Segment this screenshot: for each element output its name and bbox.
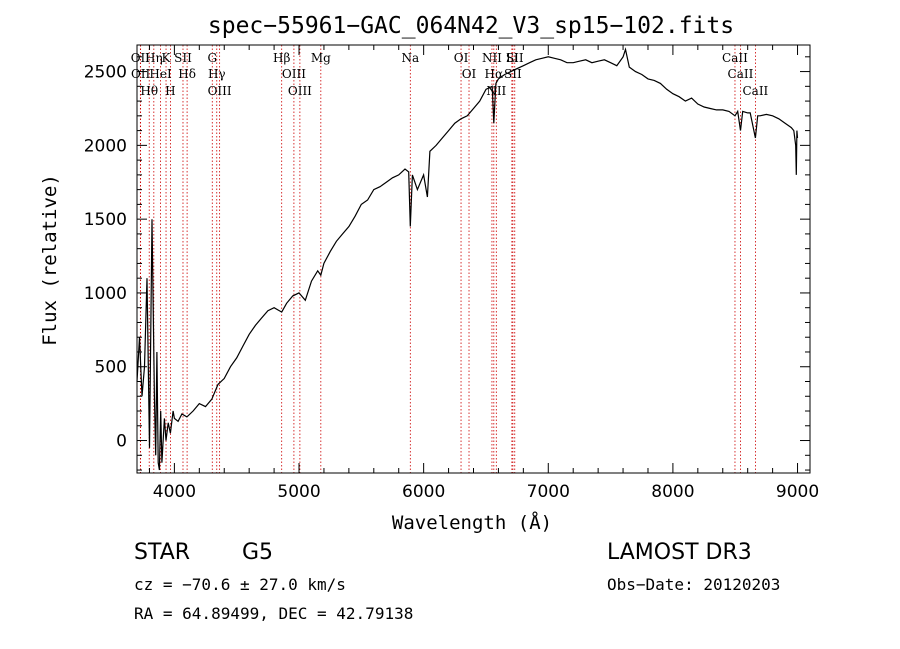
- line-label: OIII: [208, 84, 232, 98]
- line-label: SII: [174, 51, 192, 65]
- line-label: CaII: [728, 67, 754, 81]
- line-label: Hα: [485, 67, 504, 81]
- line-label: Hη: [145, 51, 163, 65]
- line-label: Na: [401, 51, 419, 65]
- line-label: OIII: [288, 84, 312, 98]
- plot-frame: [136, 44, 811, 474]
- line-label: OII: [131, 67, 151, 81]
- emission-lines: [139, 45, 756, 473]
- chart-title: spec−55961−GAC_064N42_V3_sp15−102.fits: [208, 13, 734, 39]
- survey-name: LAMOST DR3: [607, 540, 752, 565]
- line-label: OI: [454, 51, 469, 65]
- line-label: OI: [462, 67, 477, 81]
- y-tick-label: 1000: [84, 284, 127, 304]
- line-label: CaII: [722, 51, 748, 65]
- y-tick-label: 2500: [84, 63, 127, 83]
- x-tick-label: 6000: [402, 482, 445, 502]
- y-tick-label: 500: [95, 358, 127, 378]
- y-tick-label: 2000: [84, 136, 127, 156]
- x-tick-label: 4000: [153, 482, 196, 502]
- coordinates: RA = 64.89499, DEC = 42.79138: [134, 604, 414, 623]
- x-tick-label: 8000: [651, 482, 694, 502]
- line-label: K: [162, 51, 172, 65]
- line-label: SII: [506, 51, 524, 65]
- observation-date: Obs−Date: 20120203: [607, 575, 781, 594]
- x-tick-label: 5000: [277, 482, 320, 502]
- x-tick-label: 7000: [527, 482, 570, 502]
- redshift-cz: cz = −70.6 ± 27.0 km/s: [134, 575, 346, 594]
- line-label: Hδ: [178, 67, 196, 81]
- spectral-subclass: G5: [242, 540, 274, 565]
- line-label: Mg: [311, 51, 331, 65]
- y-axis-label: Flux (relative): [39, 174, 61, 346]
- y-tick-label: 1500: [84, 210, 127, 230]
- axis-ticks: 4000 5000 6000 7000 8000 9000 0 500 1000 1500 2000…: [84, 45, 819, 502]
- line-label: NII: [482, 51, 502, 65]
- line-label: Hβ: [273, 51, 290, 65]
- x-tick-label: 9000: [776, 482, 819, 502]
- line-labels: OII OII Hθ Hη HeI K H SII Hδ G Hγ OIII Hβ OIII OIII Mg N…: [131, 51, 769, 98]
- line-label: Li: [506, 51, 518, 65]
- line-label: OII: [131, 51, 151, 65]
- line-label: OIII: [282, 67, 306, 81]
- line-label: Hγ: [208, 67, 226, 81]
- line-label: CaII: [742, 84, 768, 98]
- line-label: SII: [504, 67, 522, 81]
- y-tick-label: 0: [116, 432, 127, 452]
- line-label: HeI: [149, 67, 172, 81]
- spectrum-series-line: [136, 47, 799, 471]
- line-label: NII: [486, 84, 506, 98]
- line-label: G: [207, 51, 217, 65]
- object-class: STAR: [134, 540, 191, 565]
- line-label: H: [165, 84, 175, 98]
- line-label: Hθ: [140, 84, 158, 98]
- x-axis-label: Wavelength (Å): [392, 511, 552, 534]
